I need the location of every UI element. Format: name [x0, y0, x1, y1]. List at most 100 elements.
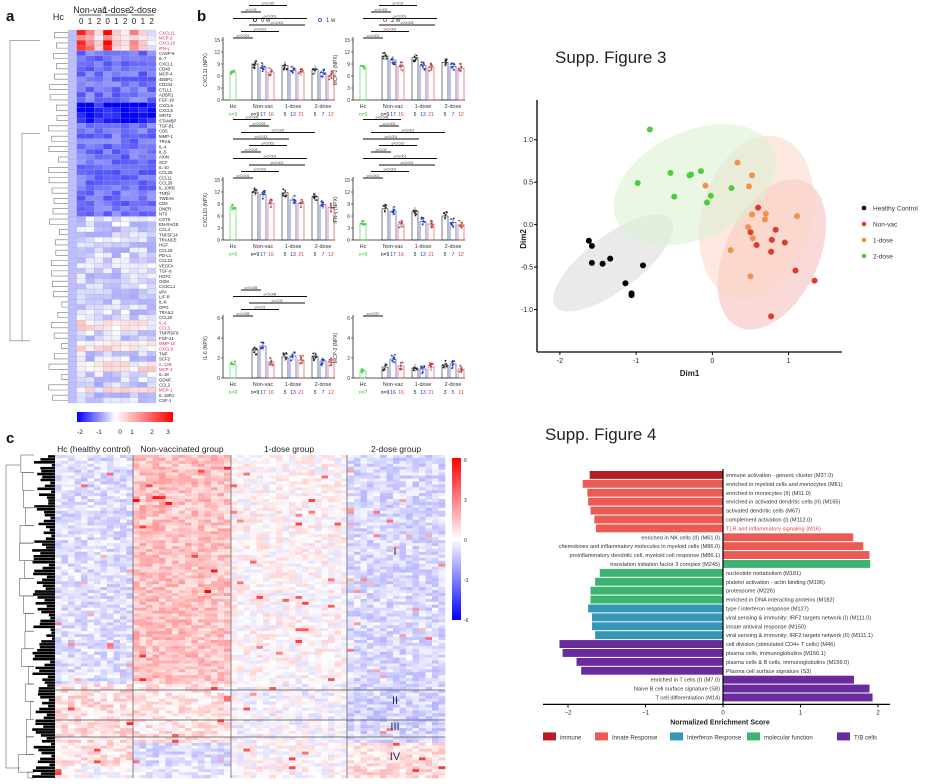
heatmap-cell — [250, 478, 257, 482]
heatmap-cell — [321, 572, 329, 576]
heatmap-cell — [321, 578, 329, 582]
gene-label: FGF-19 — [159, 98, 174, 103]
heatmap-cell — [341, 578, 348, 582]
heatmap-cell — [250, 604, 257, 608]
heatmap-cell — [185, 610, 192, 614]
data-point — [423, 63, 425, 66]
heatmap-cell — [138, 252, 148, 259]
heatmap-cell — [425, 522, 433, 526]
heatmap-cell — [360, 610, 368, 614]
heatmap-cell — [185, 516, 192, 520]
heatmap-cell — [393, 593, 400, 597]
heatmap-cell — [256, 525, 264, 529]
heatmap-cell — [406, 546, 413, 550]
heatmap-cell — [100, 613, 108, 617]
heatmap-cell — [367, 590, 374, 594]
heatmap-cell — [419, 595, 426, 600]
heatmap-cell — [103, 76, 113, 82]
heatmap-cell — [321, 595, 329, 600]
heatmap-cell — [250, 575, 257, 579]
heatmap-cell — [243, 557, 251, 562]
heatmap-cell — [308, 593, 316, 597]
heatmap-cell — [120, 531, 127, 535]
bar — [259, 66, 267, 101]
heatmap-cell — [165, 575, 173, 579]
heatmap-cell — [419, 604, 426, 608]
heatmap-cell — [354, 460, 361, 465]
heatmap-cell — [237, 522, 244, 526]
heatmap-cell — [308, 501, 316, 506]
heatmap-cell — [243, 469, 251, 473]
heatmap-cell — [373, 590, 381, 594]
heatmap-cell — [412, 510, 420, 515]
heatmap-cell — [380, 455, 387, 459]
data-point — [420, 218, 423, 220]
heatmap-cell — [432, 598, 439, 603]
heatmap-cell — [107, 504, 114, 509]
heatmap-cell — [399, 472, 407, 476]
p-value-label: p<0.001 — [262, 141, 275, 145]
heatmap-cell — [373, 551, 381, 556]
heatmap-cell — [120, 242, 130, 248]
heatmap-cell — [354, 566, 361, 570]
heatmap-cell — [165, 466, 173, 470]
heatmap-cell — [107, 595, 114, 600]
p-value-label: p<0.001 — [384, 27, 397, 31]
heatmap-cell — [85, 185, 95, 191]
heatmap-cell — [412, 525, 420, 529]
heatmap-cell — [159, 504, 166, 509]
heatmap-cell — [250, 507, 257, 512]
heatmap-cell — [432, 478, 439, 482]
heatmap-cell — [425, 595, 433, 600]
heatmap-cell — [198, 572, 205, 576]
heatmap-cell — [111, 366, 121, 372]
heatmap-cell — [321, 490, 329, 494]
heatmap-cell — [393, 590, 400, 594]
heatmap-cell — [147, 382, 157, 388]
heatmap-cell — [360, 569, 368, 573]
heatmap-cell — [138, 278, 148, 284]
heatmap-cell — [328, 566, 335, 570]
heatmap-cell — [256, 522, 264, 526]
heatmap-cell — [76, 278, 86, 284]
heatmap-cell — [282, 472, 290, 476]
heatmap-cell — [113, 587, 121, 591]
heatmap-cell — [152, 487, 160, 491]
heatmap-cell — [367, 528, 374, 532]
group-label: Hc — [230, 244, 237, 250]
heatmap-cell — [438, 478, 446, 482]
heatmap-cell — [85, 252, 95, 259]
heatmap-cell — [55, 581, 62, 585]
heatmap-cell — [55, 575, 62, 579]
heatmap-cell — [334, 490, 342, 494]
gene-label: CTLL1 — [159, 87, 173, 92]
heatmap-cell — [120, 543, 127, 547]
heatmap-cell — [67, 86, 77, 93]
heatmap-cell — [85, 164, 95, 170]
heatmap-cell — [138, 180, 148, 186]
heatmap-cell — [103, 304, 113, 310]
heatmap-cell — [152, 548, 160, 553]
data-point — [453, 360, 456, 363]
heatmap-cell — [373, 501, 381, 506]
heatmap-cell — [204, 510, 212, 515]
heatmap-cell — [419, 487, 426, 491]
heatmap-cell — [139, 469, 147, 473]
heatmap-cell — [107, 537, 114, 541]
heatmap-cell — [295, 460, 303, 465]
heatmap-cell — [211, 604, 218, 608]
heatmap-cell — [347, 534, 355, 538]
data-point — [450, 222, 453, 224]
data-point — [428, 364, 431, 367]
heatmap-cell — [256, 590, 264, 594]
heatmap-cell — [146, 593, 153, 597]
heatmap-cell — [295, 504, 303, 509]
y-tick-label: 9 — [347, 62, 350, 68]
heatmap-cell — [204, 484, 212, 488]
heatmap-cell — [138, 128, 148, 134]
n-label: 16 — [268, 390, 274, 396]
heatmap-cell — [159, 475, 166, 479]
heatmap-cell — [111, 263, 121, 269]
heatmap-cell — [321, 472, 329, 476]
